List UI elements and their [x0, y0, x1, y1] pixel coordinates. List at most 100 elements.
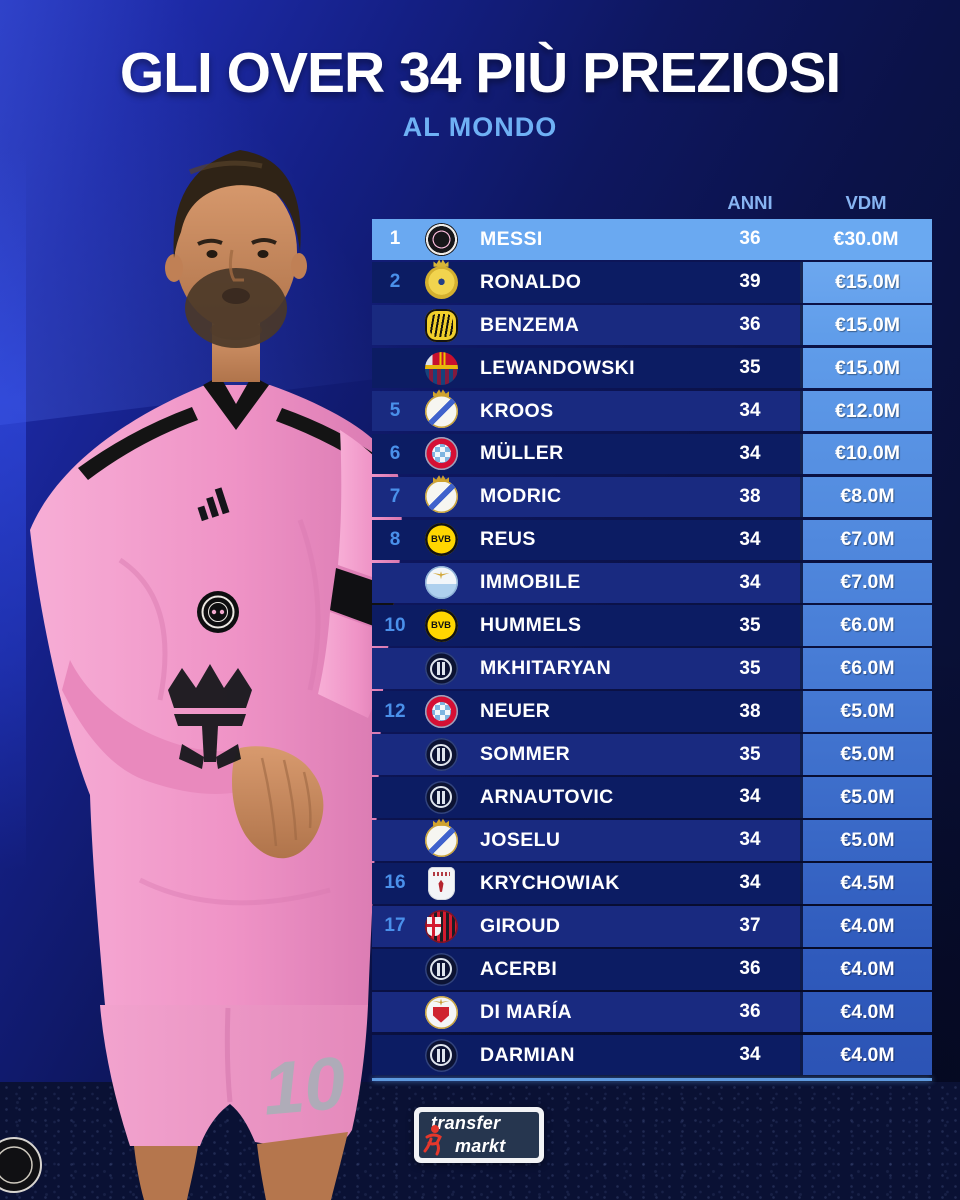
- player-name: MKHITARYAN: [480, 657, 612, 680]
- table-row: BENZEMA 36 €15.0M: [372, 304, 932, 346]
- row-main: 6 MÜLLER 34: [372, 433, 800, 475]
- table-row: 16 KRYCHOWIAK 34 €4.5M: [372, 863, 932, 904]
- table-header: ANNI VDM: [372, 192, 932, 218]
- age-cell: 34: [739, 872, 761, 894]
- table-row: MKHITARYAN 35 €6.0M: [372, 648, 932, 689]
- value-cell: €7.0M: [800, 519, 932, 561]
- player-name: RONALDO: [480, 270, 582, 293]
- table-row: ACERBI 36 €4.0M: [372, 948, 932, 990]
- value-cell: €5.0M: [800, 691, 932, 732]
- rank-cell: 6: [389, 442, 401, 464]
- age-cell: 36: [739, 1001, 761, 1023]
- column-header-anni: ANNI: [727, 192, 773, 213]
- table-row: LEWANDOWSKI 35 €15.0M: [372, 347, 932, 389]
- badge-cell: [418, 222, 464, 256]
- player-name: HUMMELS: [480, 614, 582, 637]
- table-row: SOMMER 35 €5.0M: [372, 734, 932, 775]
- age-cell: 35: [739, 743, 761, 765]
- value-cell: €15.0M: [800, 261, 932, 303]
- age-cell: 38: [739, 485, 761, 507]
- inter-badge: [424, 652, 458, 686]
- age-cell: 35: [739, 357, 761, 379]
- inter-miami-badge: [424, 222, 458, 256]
- rank-cell: 10: [384, 614, 406, 636]
- background-left-glow: [0, 150, 26, 870]
- table-row: 5 KROOS 34 €12.0M: [372, 390, 932, 432]
- player-name: IMMOBILE: [480, 571, 581, 594]
- row-main: 7 MODRIC 38: [372, 476, 800, 518]
- logo-text-markt: markt: [455, 1136, 506, 1156]
- row-main: IMMOBILE 34: [372, 562, 800, 604]
- badge-cell: [418, 952, 464, 986]
- table-row: DI MARÍA 36 €4.0M: [372, 991, 932, 1033]
- row-main: 5 KROOS 34: [372, 390, 800, 432]
- age-cell: 36: [739, 314, 761, 336]
- table-row: DARMIAN 34 €4.0M: [372, 1034, 932, 1076]
- badge-cell: [418, 780, 464, 814]
- badge-cell: [418, 695, 464, 729]
- real-madrid-badge: [424, 823, 458, 857]
- value-cell: €7.0M: [800, 562, 932, 604]
- page-title: GLI OVER 34 PIÙ PREZIOSI: [119, 41, 841, 105]
- row-main: DARMIAN 34: [372, 1034, 800, 1076]
- badge-cell: [418, 523, 464, 557]
- value-cell: €10.0M: [800, 433, 932, 475]
- age-cell: 37: [739, 915, 761, 937]
- row-main: SOMMER 35: [372, 734, 800, 775]
- age-cell: 34: [739, 571, 761, 593]
- value-cell: €4.0M: [800, 948, 932, 990]
- value-cell: €12.0M: [800, 390, 932, 432]
- age-cell: 35: [739, 657, 761, 679]
- inter-badge: [424, 1038, 458, 1072]
- row-main: 1 MESSI 36: [372, 219, 800, 260]
- value-cell: €15.0M: [800, 347, 932, 389]
- badge-cell: [418, 265, 464, 299]
- badge-cell: [418, 609, 464, 643]
- dortmund-badge: [424, 609, 458, 643]
- table-row: 1 MESSI 36 €30.0M: [372, 219, 932, 260]
- table-body: 1 MESSI 36 €30.0M 2 RONALDO 39: [372, 219, 932, 1076]
- table-row: 12 NEUER 38 €5.0M: [372, 691, 932, 732]
- table-row: 6 MÜLLER 34 €10.0M: [372, 433, 932, 475]
- player-name: REUS: [480, 528, 536, 551]
- bayern-badge: [424, 437, 458, 471]
- badge-cell: [418, 308, 464, 342]
- badge-cell: [418, 351, 464, 385]
- rank-cell: 8: [389, 528, 401, 550]
- player-name: ACERBI: [480, 957, 558, 980]
- row-main: BENZEMA 36: [372, 304, 800, 346]
- row-main: 10 HUMMELS 35: [372, 605, 800, 647]
- badge-cell: [418, 652, 464, 686]
- age-cell: 34: [739, 528, 761, 550]
- value-cell: €8.0M: [800, 476, 932, 518]
- badge-cell: [418, 866, 464, 900]
- age-cell: 36: [739, 958, 761, 980]
- table-row: IMMOBILE 34 €7.0M: [372, 562, 932, 604]
- row-main: DI MARÍA 36: [372, 991, 800, 1033]
- row-main: LEWANDOWSKI 35: [372, 347, 800, 389]
- rank-cell: 2: [389, 271, 401, 293]
- row-main: 12 NEUER 38: [372, 691, 800, 732]
- player-name: MÜLLER: [480, 442, 564, 465]
- age-cell: 34: [739, 400, 761, 422]
- value-cell: €4.0M: [800, 906, 932, 947]
- row-main: 2 RONALDO 39: [372, 261, 800, 303]
- row-main: 16 KRYCHOWIAK 34: [372, 863, 800, 904]
- table-row: 10 HUMMELS 35 €6.0M: [372, 605, 932, 647]
- badge-cell: [418, 1038, 464, 1072]
- badge-cell: [418, 823, 464, 857]
- player-name: DI MARÍA: [480, 1000, 573, 1023]
- rank-cell: 7: [389, 485, 401, 507]
- player-name: DARMIAN: [480, 1043, 575, 1066]
- logo-text-transfer: transfer: [431, 1113, 501, 1133]
- row-main: ACERBI 36: [372, 948, 800, 990]
- value-cell: €4.5M: [800, 863, 932, 904]
- table-row: JOSELU 34 €5.0M: [372, 820, 932, 861]
- badge-cell: [418, 566, 464, 600]
- barcelona-badge: [424, 351, 458, 385]
- badge-cell: [418, 909, 464, 943]
- age-cell: 35: [739, 614, 761, 636]
- value-cell: €4.0M: [800, 1034, 932, 1076]
- transfermarkt-logo-inner: transfer markt: [419, 1112, 539, 1158]
